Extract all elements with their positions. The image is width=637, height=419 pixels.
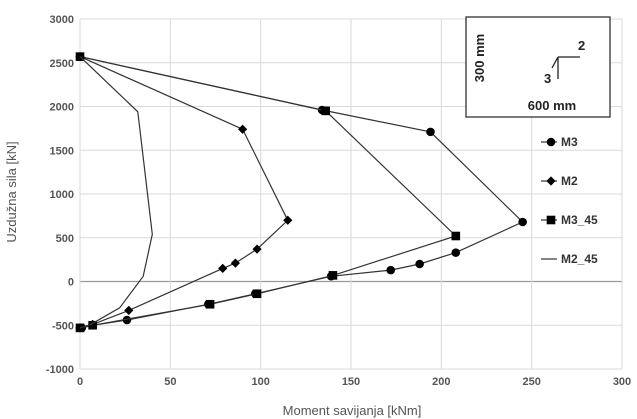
- inset-axis-3-label: 3: [544, 71, 551, 86]
- x-tick-label: 300: [613, 376, 631, 388]
- inset-width-label: 600 mm: [528, 98, 576, 113]
- legend-marker: [546, 215, 556, 225]
- y-tick-label: 0: [68, 277, 74, 289]
- x-tick-label: 50: [164, 376, 176, 388]
- chart-series: [75, 52, 527, 333]
- y-tick-label: 2500: [50, 58, 74, 70]
- y-tick-label: 2000: [50, 102, 74, 114]
- data-point-m3: [122, 315, 132, 325]
- series-line-m2-45: [79, 56, 153, 329]
- data-point-m3-45: [88, 320, 97, 330]
- y-tick-label: 3000: [50, 14, 74, 26]
- legend-label: M3: [561, 135, 578, 149]
- legend-marker: [546, 176, 556, 186]
- data-point-m3: [415, 259, 424, 269]
- y-tick-label: -500: [52, 320, 74, 332]
- x-tick-label: 100: [251, 376, 269, 388]
- data-point-m2: [124, 305, 134, 315]
- legend: M3 M2 M3_45 M2_45: [541, 135, 598, 266]
- series-m2-45: [79, 56, 153, 329]
- series-line-m3-45: [79, 56, 457, 329]
- data-point-m2: [283, 215, 293, 225]
- legend-label: M2_45: [561, 252, 598, 266]
- inset-frame: [465, 16, 611, 118]
- data-point-m2: [252, 244, 262, 254]
- x-axis-title: Moment savijanja [kNm]: [283, 403, 422, 418]
- legend-entry-m2: M2: [541, 174, 578, 188]
- legend-entry-m2-45: M2_45: [541, 252, 598, 266]
- series-line-m3: [79, 56, 524, 329]
- x-tick-labels: 0 50 100 150 200 250 300: [77, 376, 631, 388]
- y-tick-label: 1000: [50, 189, 74, 201]
- data-point-m2: [218, 263, 228, 273]
- legend-marker: [546, 137, 556, 147]
- inset-axis-2-label: 2: [578, 38, 585, 53]
- data-point-m3-45: [252, 289, 262, 299]
- legend-entry-m3: M3: [541, 135, 578, 149]
- data-point-m2: [230, 258, 240, 268]
- data-point-m3-45: [321, 106, 331, 116]
- legend-entry-m3-45: M3_45: [541, 213, 598, 227]
- legend-label: M2: [561, 174, 578, 188]
- x-tick-label: 200: [432, 376, 450, 388]
- y-tick-labels: -1000 -500 0 500 1000 1500 2000 2500 3000: [46, 14, 74, 376]
- chart-grid: [79, 18, 623, 370]
- x-tick-label: 0: [77, 376, 83, 388]
- legend-label: M3_45: [561, 213, 598, 227]
- cross-section-inset: 300 mm 600 mm 2 3: [465, 16, 611, 118]
- data-point-m3-45: [328, 271, 338, 280]
- y-tick-label: -1000: [46, 364, 74, 376]
- series-line-m2: [79, 56, 289, 329]
- data-point-m3: [451, 248, 461, 257]
- series-m3: [75, 52, 527, 333]
- inset-height-label: 300 mm: [472, 34, 487, 82]
- data-point-m3: [386, 265, 396, 275]
- x-tick-label: 250: [522, 376, 540, 388]
- y-axis-title: Uzdužna sila [kN]: [4, 141, 19, 242]
- y-tick-label: 1500: [50, 145, 74, 157]
- section-axes-glyph: [551, 56, 580, 79]
- y-tick-label: 500: [56, 233, 74, 245]
- data-point-m3: [518, 217, 527, 227]
- data-point-m3-45: [451, 231, 461, 241]
- x-tick-label: 150: [342, 376, 360, 388]
- data-point-m3-45: [205, 299, 215, 309]
- data-point-m2: [238, 124, 248, 134]
- data-point-m3: [426, 127, 435, 137]
